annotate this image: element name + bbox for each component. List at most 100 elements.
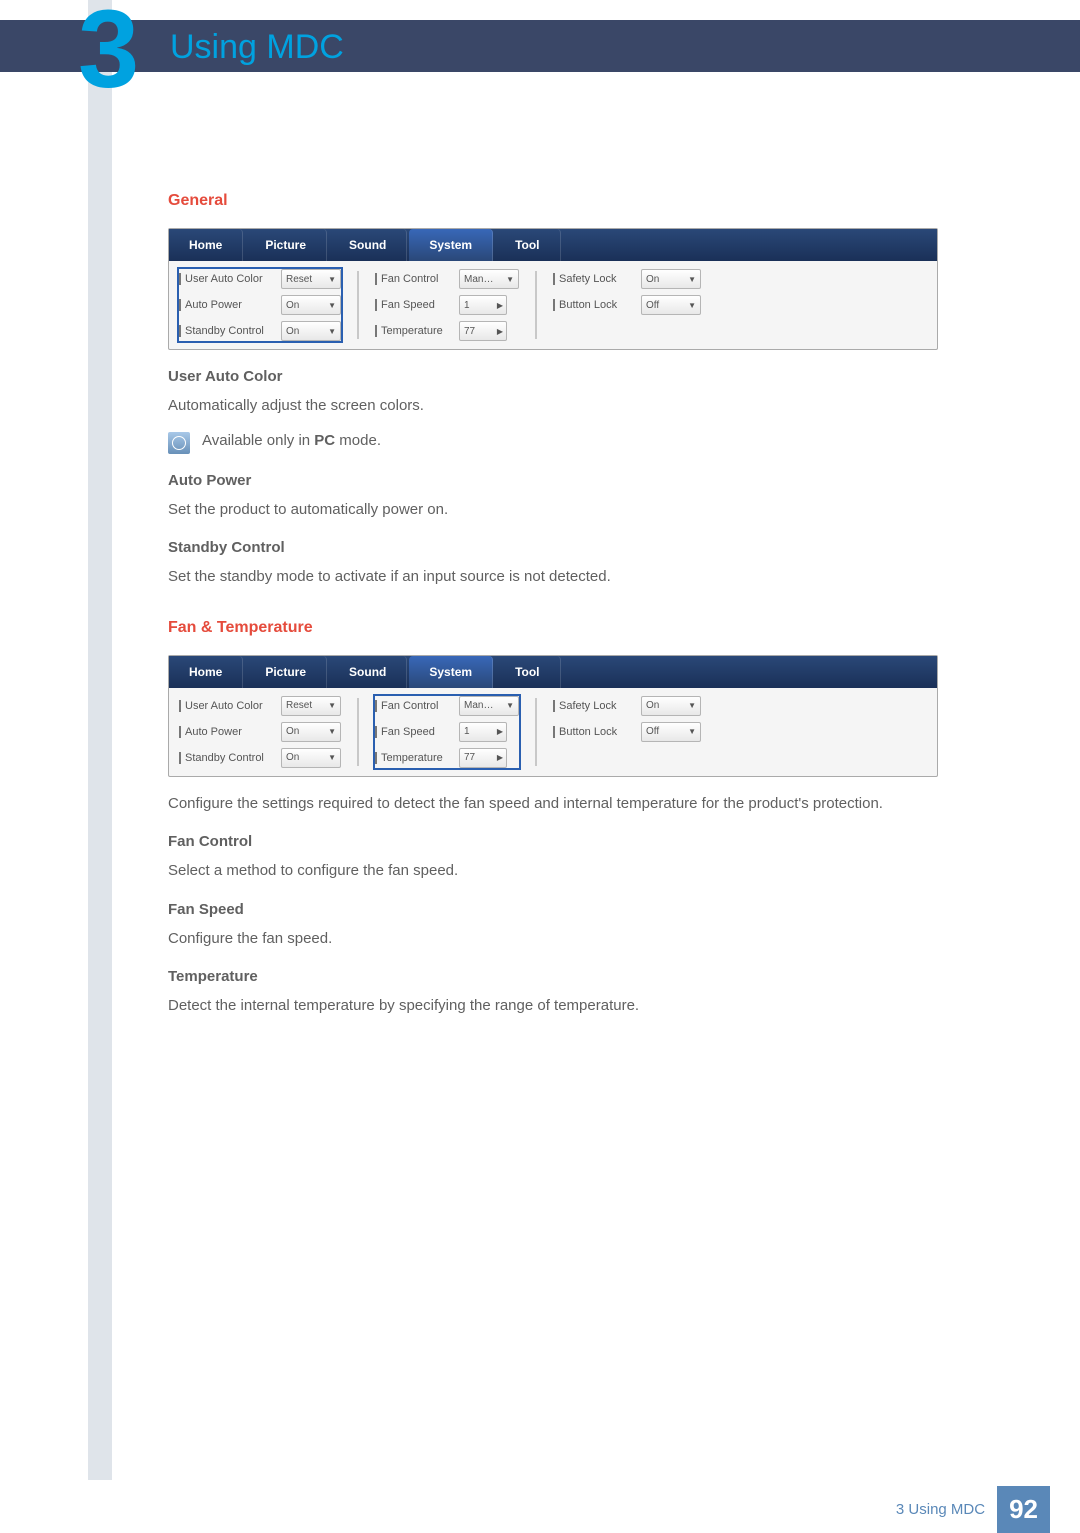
select-value: On [646, 700, 659, 711]
sub-standby-control: Standby Control [168, 539, 938, 556]
select-user-auto-color[interactable]: Reset ▼ [281, 269, 341, 289]
select-fan-control[interactable]: Man… ▼ [459, 269, 519, 289]
ui-col-general: User Auto Color Reset ▼ Auto Power On ▼ St… [179, 269, 341, 341]
select-safety-lock[interactable]: On ▼ [641, 269, 701, 289]
chevron-down-icon: ▼ [328, 701, 336, 710]
row-fan-control: Fan Control Man…▼ [375, 696, 519, 716]
label-temperature: Temperature [375, 752, 453, 764]
content-area: General Home Picture Sound System Tool U… [168, 192, 938, 1018]
section-fan-heading: Fan & Temperature [168, 619, 938, 637]
select-value: Man… [464, 274, 493, 285]
select-value: Off [646, 726, 659, 737]
label-safety-lock: Safety Lock [553, 700, 635, 712]
select-button-lock[interactable]: Off▼ [641, 295, 701, 315]
row-user-auto-color: User Auto Color Reset ▼ [179, 269, 341, 289]
tab-home[interactable]: Home [169, 656, 243, 688]
chevron-down-icon: ▼ [328, 275, 336, 284]
select-button-lock[interactable]: Off ▼ [641, 722, 701, 742]
spinner-temperature[interactable]: 77 ▶ [459, 321, 507, 341]
column-separator [357, 271, 359, 339]
row-button-lock: Button Lock Off▼ [553, 295, 701, 315]
desc-temperature: Detect the internal temperature by speci… [168, 995, 938, 1018]
spinner-fan-speed[interactable]: 1▶ [459, 295, 507, 315]
desc-auto-power: Set the product to automatically power o… [168, 499, 938, 522]
row-standby-control: Standby Control On▼ [179, 321, 341, 341]
select-standby-control[interactable]: On▼ [281, 748, 341, 768]
ui-tabs: Home Picture Sound System Tool [169, 229, 937, 261]
select-auto-power[interactable]: On▼ [281, 722, 341, 742]
section-general-heading: General [168, 192, 938, 210]
label-fan-control: Fan Control [375, 700, 453, 712]
label-button-lock: Button Lock [553, 299, 635, 311]
chevron-right-icon: ▶ [497, 327, 503, 336]
ui-col-lock: Safety Lock On▼ Button Lock Off▼ [553, 269, 701, 341]
select-standby-control[interactable]: On▼ [281, 321, 341, 341]
chevron-right-icon: ▶ [497, 753, 503, 762]
sub-temperature: Temperature [168, 968, 938, 985]
row-user-auto-color: User Auto Color Reset▼ [179, 696, 341, 716]
chapter-title: Using MDC [170, 28, 344, 67]
tab-home[interactable]: Home [169, 229, 243, 261]
spinner-value: 1 [464, 726, 470, 737]
ui-col-fan: Fan Control Man…▼ Fan Speed 1▶ Temperatu… [375, 269, 519, 341]
tab-system[interactable]: System [409, 656, 493, 688]
desc-fan-speed: Configure the fan speed. [168, 928, 938, 951]
row-standby-control: Standby Control On▼ [179, 748, 341, 768]
select-value: On [286, 300, 299, 311]
sub-fan-control: Fan Control [168, 833, 938, 850]
label-fan-control: Fan Control [375, 273, 453, 285]
row-fan-control: Fan Control Man… ▼ [375, 269, 519, 289]
select-value: On [646, 274, 659, 285]
sub-user-auto-color: User Auto Color [168, 368, 938, 385]
select-value: Off [646, 300, 659, 311]
ui-col-fan: Fan Control Man…▼ Fan Speed 1▶ Temperatu… [375, 696, 519, 768]
chevron-down-icon: ▼ [328, 301, 336, 310]
select-fan-control[interactable]: Man…▼ [459, 696, 519, 716]
select-user-auto-color[interactable]: Reset▼ [281, 696, 341, 716]
tab-sound[interactable]: Sound [329, 656, 407, 688]
spinner-value: 77 [464, 752, 475, 763]
side-stripe [88, 0, 112, 1480]
chevron-down-icon: ▼ [688, 275, 696, 284]
select-value: Reset [286, 274, 312, 285]
select-value: On [286, 326, 299, 337]
label-standby-control: Standby Control [179, 325, 275, 337]
tab-tool[interactable]: Tool [495, 229, 560, 261]
row-safety-lock: Safety Lock On▼ [553, 269, 701, 289]
label-fan-speed: Fan Speed [375, 726, 453, 738]
desc-standby-control: Set the standby mode to activate if an i… [168, 566, 938, 589]
tab-tool[interactable]: Tool [495, 656, 560, 688]
spinner-temperature[interactable]: 77 ▶ [459, 748, 507, 768]
chevron-right-icon: ▶ [497, 727, 503, 736]
chevron-down-icon: ▼ [688, 727, 696, 736]
spinner-fan-speed[interactable]: 1▶ [459, 722, 507, 742]
footer: 3 Using MDC 92 [896, 1486, 1050, 1533]
chapter-number: 3 [78, 0, 139, 113]
note-text: Available only in PC mode. [202, 432, 381, 449]
header-bar [0, 20, 1080, 72]
sub-auto-power: Auto Power [168, 472, 938, 489]
chevron-down-icon: ▼ [506, 275, 514, 284]
tab-picture[interactable]: Picture [245, 656, 327, 688]
tab-system[interactable]: System [409, 229, 493, 261]
select-value: On [286, 726, 299, 737]
footer-text: 3 Using MDC [896, 1501, 985, 1518]
column-separator [535, 698, 537, 766]
row-safety-lock: Safety Lock On▼ [553, 696, 701, 716]
tab-sound[interactable]: Sound [329, 229, 407, 261]
row-fan-speed: Fan Speed 1▶ [375, 722, 519, 742]
row-temperature: Temperature 77 ▶ [375, 748, 519, 768]
row-temperature: Temperature 77▶ [375, 321, 519, 341]
chevron-right-icon: ▶ [497, 301, 503, 310]
row-auto-power: Auto Power On ▼ [179, 295, 341, 315]
row-auto-power: Auto Power On▼ [179, 722, 341, 742]
chevron-down-icon: ▼ [328, 753, 336, 762]
ui-panel-general: Home Picture Sound System Tool User Auto… [168, 228, 938, 350]
label-auto-power: Auto Power [179, 299, 275, 311]
select-safety-lock[interactable]: On▼ [641, 696, 701, 716]
tab-picture[interactable]: Picture [245, 229, 327, 261]
spinner-value: 77 [464, 326, 475, 337]
label-user-auto-color: User Auto Color [179, 273, 275, 285]
desc-fan-control: Select a method to configure the fan spe… [168, 860, 938, 883]
select-auto-power[interactable]: On ▼ [281, 295, 341, 315]
